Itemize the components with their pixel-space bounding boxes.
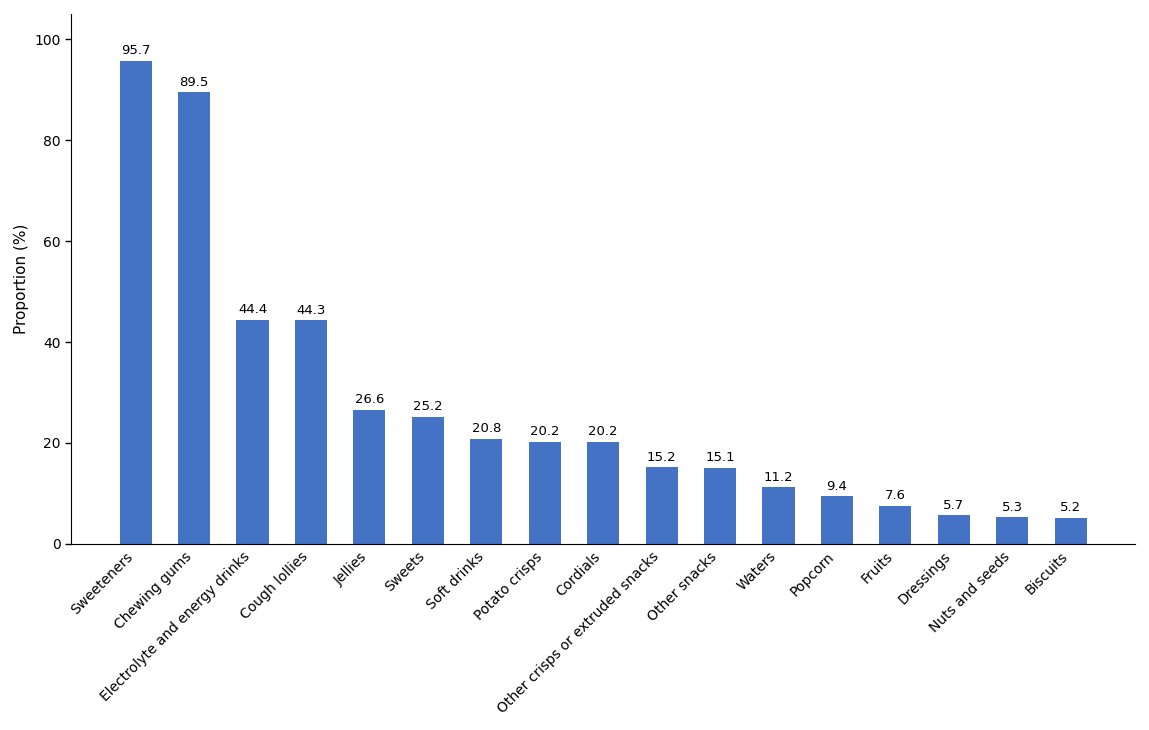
- Bar: [646, 467, 678, 544]
- Bar: [295, 320, 327, 544]
- Bar: [119, 61, 152, 544]
- Bar: [1055, 518, 1087, 544]
- Text: 20.2: 20.2: [588, 426, 618, 439]
- Text: 15.1: 15.1: [705, 451, 735, 464]
- Bar: [763, 488, 795, 544]
- Text: 44.4: 44.4: [238, 303, 268, 316]
- Text: 89.5: 89.5: [179, 76, 209, 88]
- Text: 7.6: 7.6: [885, 489, 905, 502]
- Bar: [470, 439, 502, 544]
- Bar: [237, 320, 269, 544]
- Text: 5.7: 5.7: [943, 499, 964, 512]
- Text: 5.3: 5.3: [1002, 501, 1023, 514]
- Bar: [996, 517, 1028, 544]
- Bar: [587, 442, 619, 544]
- Bar: [879, 506, 911, 544]
- Bar: [178, 92, 210, 544]
- Bar: [354, 410, 386, 544]
- Text: 20.2: 20.2: [530, 426, 560, 439]
- Text: 20.8: 20.8: [471, 423, 501, 435]
- Text: 15.2: 15.2: [647, 450, 677, 464]
- Y-axis label: Proportion (%): Proportion (%): [14, 223, 29, 334]
- Bar: [529, 442, 561, 544]
- Bar: [938, 515, 970, 544]
- Text: 9.4: 9.4: [826, 480, 847, 493]
- Text: 11.2: 11.2: [764, 471, 793, 484]
- Text: 25.2: 25.2: [412, 400, 442, 413]
- Bar: [704, 468, 737, 544]
- Bar: [820, 496, 853, 544]
- Text: 44.3: 44.3: [296, 304, 325, 317]
- Text: 95.7: 95.7: [121, 45, 151, 57]
- Bar: [411, 417, 444, 544]
- Text: 5.2: 5.2: [1061, 502, 1081, 514]
- Text: 26.6: 26.6: [355, 393, 384, 406]
